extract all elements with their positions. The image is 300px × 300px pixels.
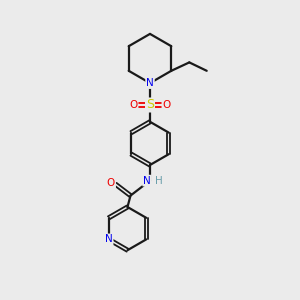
Text: N: N — [146, 78, 154, 88]
Text: H: H — [155, 176, 163, 186]
Text: O: O — [162, 100, 171, 110]
Text: N: N — [105, 234, 113, 244]
Text: S: S — [146, 98, 154, 112]
Text: N: N — [143, 176, 151, 186]
Text: O: O — [129, 100, 138, 110]
Text: O: O — [107, 178, 115, 188]
